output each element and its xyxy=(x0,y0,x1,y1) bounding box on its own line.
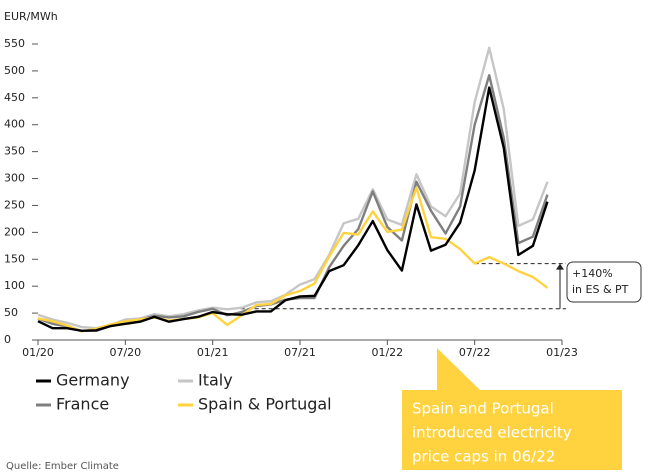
x-tick-label: 01/23 xyxy=(546,346,578,359)
bracket-label: +140% xyxy=(572,267,613,280)
callout-pointer xyxy=(437,348,482,392)
bracket-arrowhead xyxy=(556,263,564,270)
callout-text: introduced electricity xyxy=(412,424,572,442)
y-tick-label: 500 xyxy=(4,64,25,77)
y-axis-label: EUR/MWh xyxy=(4,10,58,23)
bracket-box xyxy=(566,261,642,303)
x-tick-label: 07/20 xyxy=(109,346,141,359)
series-line xyxy=(37,86,549,333)
y-tick-label: 250 xyxy=(4,198,25,211)
y-tick-label: 100 xyxy=(4,279,25,292)
series-line xyxy=(37,46,549,330)
x-tick-label: 07/21 xyxy=(284,346,316,359)
x-tick-label: 07/22 xyxy=(459,346,491,359)
y-tick-label: 550 xyxy=(4,37,25,50)
callout-box xyxy=(402,390,622,470)
legend-label: Spain & Portugal xyxy=(198,395,332,414)
y-tick-label: 450 xyxy=(4,91,25,104)
bracket-label: in ES & PT xyxy=(572,283,629,296)
y-tick-label: 50 xyxy=(4,306,18,319)
legend-label: Italy xyxy=(198,371,233,390)
source: Quelle: Ember Climate xyxy=(6,461,119,472)
y-tick-label: 300 xyxy=(4,172,25,185)
legend-label: Germany xyxy=(56,371,130,390)
x-tick-label: 01/22 xyxy=(371,346,403,359)
y-tick-label: 150 xyxy=(4,252,25,265)
callout-text: price caps in 06/22 xyxy=(412,448,555,466)
x-tick-label: 01/20 xyxy=(22,346,54,359)
callout-text: Spain and Portugal xyxy=(412,400,554,418)
series-line xyxy=(37,186,549,333)
y-tick-label: 350 xyxy=(4,145,25,158)
y-tick-label: 400 xyxy=(4,118,25,131)
legend-label: France xyxy=(56,395,109,414)
y-tick-label: 0 xyxy=(4,333,11,346)
y-tick-label: 200 xyxy=(4,225,25,238)
x-tick-label: 01/21 xyxy=(197,346,229,359)
